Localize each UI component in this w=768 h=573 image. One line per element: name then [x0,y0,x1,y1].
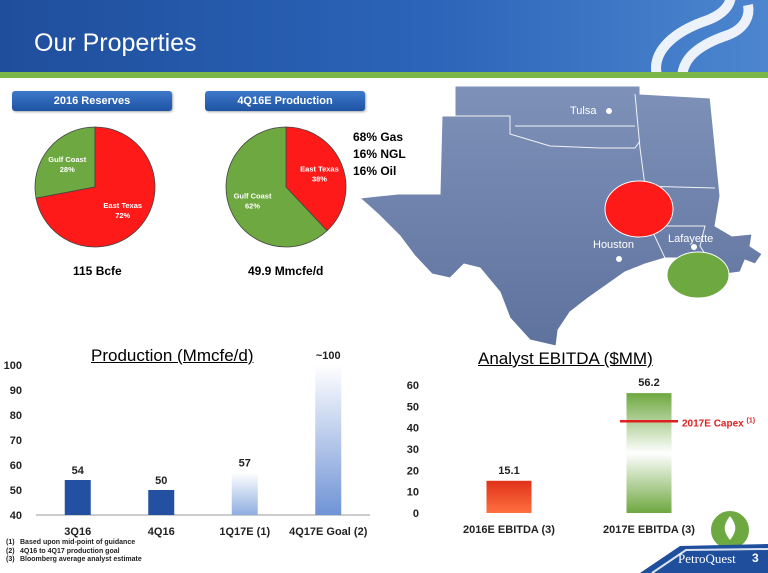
y-tick-label: 40 [10,510,22,522]
city-label-lafayette: Lafayette [668,233,714,245]
y-tick-label: 70 [10,435,22,447]
pie-label-value: 72% [115,211,130,220]
city-markers [606,108,697,262]
page-title: Our Properties [34,29,197,57]
bar-4q17e-goal-2- [315,365,342,515]
pie-label-value: 62% [245,201,260,210]
map-states-shape [358,85,763,347]
brand-name: PetroQuest [678,551,736,566]
city-label-houston: Houston [593,239,634,251]
bar-4q16 [148,490,175,515]
y-tick-label: 0 [413,508,419,520]
gulf-coast-region-marker [666,251,730,299]
production-chart-title: Production (Mmcfe/d) [91,346,254,365]
x-category-label: 1Q17E (1) [219,526,270,538]
ebitda-bar-chart: 0 10 20 30 40 50 60 15.1 2016E EBITDA (3) 56.2 201… [407,377,755,536]
x-category-label: 2016E EBITDA (3) [463,524,555,536]
pie-slice-east-texas [35,126,156,248]
title-bar: Our Properties [0,0,768,86]
capex-footnote-marker: (1) [747,417,756,424]
commodity-gas: 68% Gas [353,130,404,144]
y-tick-label: 20 [407,465,419,477]
pie-label-value: 38% [312,175,327,184]
pie-slice-east-texas [285,126,347,232]
x-category-label: 3Q16 [64,526,91,538]
city-label-tulsa: Tulsa [570,105,597,117]
production-bar-chart: 40 50 60 70 80 90 100 54 3Q16 50 4Q16 57 1Q17E (1) ~1… [4,350,370,538]
commodity-oil: 16% Oil [353,164,397,178]
x-category-label: 4Q16 [148,526,175,538]
y-tick-label: 40 [407,423,419,435]
y-tick-label: 60 [407,380,419,392]
footnote-3: (3) Bloomberg average analyst estimate [6,556,142,564]
page-number: 3 [752,551,759,565]
title-underline [0,72,768,78]
y-tick-label: 80 [10,410,22,422]
ebitda-chart-title: Analyst EBITDA ($MM) [478,349,653,368]
footnote-1: (1) Based upon mid-point of guidance [6,539,136,546]
footnotes: (1) Based upon mid-point of guidance (2) 4… [6,539,142,565]
houston-star-icon [616,256,622,262]
capex-reference-label: 2017E Capex (1) [682,417,755,429]
bar-data-label: 54 [72,465,85,477]
bar-data-label: 50 [155,475,167,487]
x-category-label: 2017E EBITDA (3) [603,524,695,536]
y-tick-label: 90 [10,385,22,397]
pie-label-name: East Texas [300,165,339,174]
y-tick-label: 30 [407,444,419,456]
bar-data-label: ~100 [316,350,341,362]
pie-label-name: Gulf Coast [234,191,272,200]
bar-data-label: 57 [239,458,251,470]
pie-slice-gulf-coast [225,126,328,248]
commodity-mix: 68% Gas 16% NGL 16% Oil [353,129,406,180]
production-mix-header: 4Q16E Production [205,91,365,111]
texas-louisiana-map [358,85,763,347]
east-texas-region-marker [604,180,674,238]
pie-slice-gulf-coast [34,126,96,199]
y-tick-label: 50 [407,401,419,413]
pie-label-value: 28% [60,165,75,174]
production-mix-total: 49.9 Mmcfe/d [248,264,324,278]
reserves-header: 2016 Reserves [12,91,172,111]
tulsa-star-icon [606,108,612,114]
bar-2016e-ebitda-3- [486,480,532,513]
y-tick-label: 10 [407,487,419,499]
bar-data-label: 15.1 [498,465,519,477]
flame-logo-icon [651,0,754,86]
x-category-label: 4Q17E Goal (2) [289,526,368,538]
reserves-total: 115 Bcfe [73,264,122,278]
pie-label-name: East Texas [103,201,142,210]
pie-label-name: Gulf Coast [48,155,86,164]
bar-data-label: 56.2 [638,377,659,389]
bar-1q17e-1- [231,472,258,515]
brand-banner [640,509,768,573]
y-tick-label: 60 [10,460,22,472]
commodity-ngl: 16% NGL [353,147,406,161]
bar-2017e-ebitda-3- [626,393,672,513]
footnote-2: (2) 4Q16 to 4Q17 production goal [6,547,120,555]
bar-3q16 [64,480,91,515]
y-tick-label: 50 [10,485,22,497]
y-tick-label: 100 [4,360,22,372]
lafayette-star-icon [691,244,697,250]
